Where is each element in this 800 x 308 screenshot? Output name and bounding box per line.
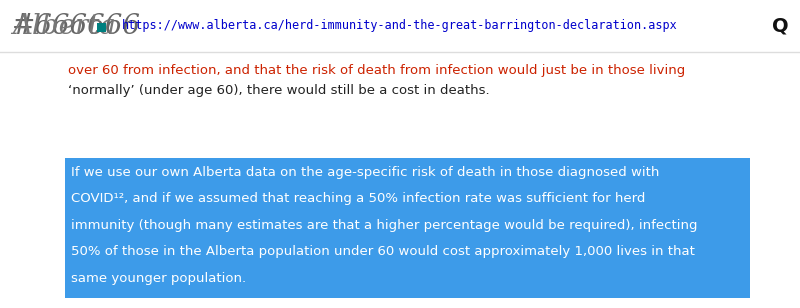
Text: If we use our own Alberta data on the age-specific risk of death in those diagno: If we use our own Alberta data on the ag… — [71, 166, 659, 179]
Text: immunity (though many estimates are that a higher percentage would be required),: immunity (though many estimates are that… — [71, 219, 698, 232]
Text: same younger population.: same younger population. — [71, 272, 246, 285]
Bar — [0, 0, 800, 52]
Text: https://www.alberta.ca/herd-immunity-and-the-great-barrington-declaration.aspx: https://www.alberta.ca/herd-immunity-and… — [122, 19, 678, 33]
Bar — [0, 52, 800, 308]
Text: #666666: #666666 — [12, 13, 141, 39]
Bar — [65, 158, 750, 298]
Text: COVID¹², and if we assumed that reaching a 50% infection rate was sufficient for: COVID¹², and if we assumed that reaching… — [71, 192, 646, 205]
Bar — [97, 23, 106, 32]
Text: over 60 from infection, and that the risk of death from infection would just be : over 60 from infection, and that the ris… — [68, 64, 686, 77]
Text: Alberta: Alberta — [12, 13, 116, 39]
Text: Q: Q — [772, 17, 788, 35]
Text: ‘normally’ (under age 60), there would still be a cost in deaths.: ‘normally’ (under age 60), there would s… — [68, 84, 490, 97]
Text: 50% of those in the Alberta population under 60 would cost approximately 1,000 l: 50% of those in the Alberta population u… — [71, 245, 695, 258]
